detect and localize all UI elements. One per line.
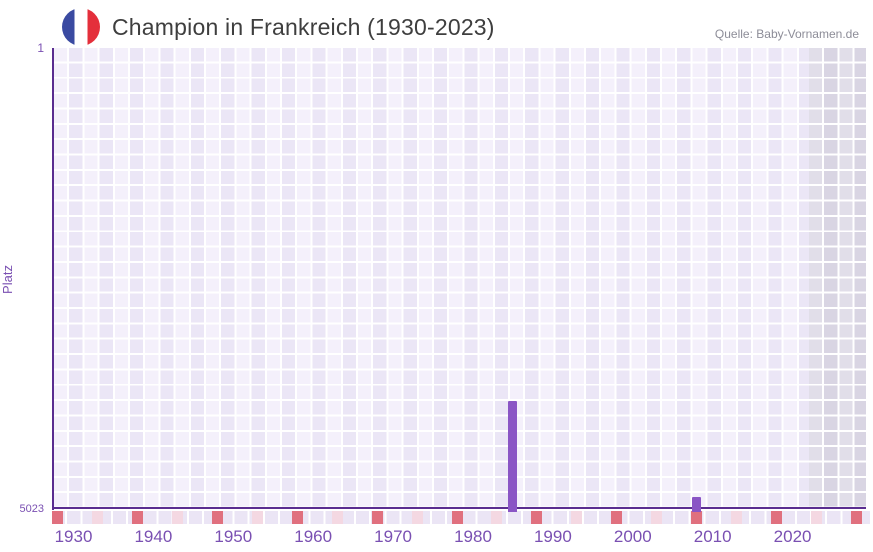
- bottom-marker-red-1978: [451, 511, 463, 524]
- bottom-marker-pink-2003: [651, 511, 663, 524]
- bottom-marker-pink-1933: [91, 511, 103, 524]
- bottom-marker-red-2018: [771, 511, 783, 524]
- bottom-marker-red-1998: [611, 511, 623, 524]
- x-tick-1950: 1950: [214, 527, 253, 546]
- bottom-marker-red-2008: [691, 511, 703, 524]
- bottom-marker-pink-1953: [251, 511, 263, 524]
- x-tick-1940: 1940: [134, 527, 173, 546]
- y-axis-tick-bottom: 5023: [19, 503, 44, 515]
- x-tick-1930: 1930: [54, 527, 93, 546]
- bottom-marker-pink-2023: [811, 511, 823, 524]
- y-axis-tick-top: 1: [37, 41, 44, 55]
- bottom-marker-pink-1993: [571, 511, 583, 524]
- x-tick-1970: 1970: [374, 527, 413, 546]
- y-axis-line: [52, 48, 54, 510]
- bar-1985[interactable]: [508, 401, 518, 512]
- x-tick-1980: 1980: [454, 527, 492, 546]
- plot-area: [54, 48, 866, 508]
- bottom-marker-pink-1963: [331, 511, 343, 524]
- bottom-marker-pink-1983: [491, 511, 503, 524]
- highlight-band: [808, 48, 866, 508]
- x-tick-1960: 1960: [294, 527, 333, 546]
- bar-2008[interactable]: [692, 496, 702, 512]
- x-tick-1990: 1990: [533, 527, 572, 546]
- bottom-marker-red-1958: [291, 511, 303, 524]
- bottom-marker-pink-1973: [411, 511, 423, 524]
- france-flag-icon: [62, 8, 100, 46]
- bottom-marker-pink-1943: [171, 511, 183, 524]
- x-tick-2010: 2010: [693, 527, 732, 546]
- bottom-marker-red-2028: [851, 511, 863, 524]
- chart-title: Champion in Frankreich (1930-2023): [112, 14, 495, 40]
- x-tick-2020: 2020: [773, 527, 812, 546]
- source-credit: Quelle: Baby-Vornamen.de: [714, 27, 859, 41]
- y-axis-label: Platz: [0, 265, 15, 294]
- bottom-marker-red-1988: [531, 511, 543, 524]
- bottom-marker-strip: [52, 511, 870, 524]
- bottom-marker-red-1928: [52, 511, 64, 524]
- bottom-marker-red-1968: [371, 511, 383, 524]
- bottom-marker-pink-2013: [731, 511, 743, 524]
- x-axis-line: [52, 507, 866, 509]
- bottom-marker-red-1948: [211, 511, 223, 524]
- bottom-marker-red-1938: [131, 511, 143, 524]
- x-tick-2000: 2000: [613, 527, 652, 546]
